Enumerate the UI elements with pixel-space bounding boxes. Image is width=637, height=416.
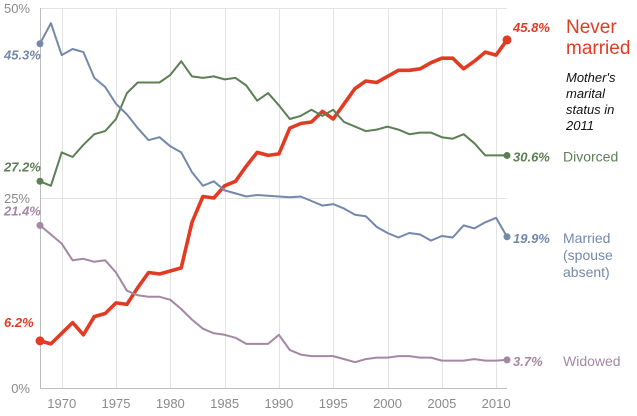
- x-tick-label-1980: 1980: [156, 396, 185, 411]
- series-name-never-married-line-0: Never: [566, 17, 617, 38]
- series-name-divorced-line-0: Divorced: [563, 148, 618, 164]
- end-value-label-divorced: 30.6%: [513, 149, 550, 164]
- series-line-divorced: [39, 60, 508, 187]
- series-name-never-married-line-1: married: [566, 38, 630, 59]
- annotation-line-2: status in: [566, 102, 614, 117]
- series-line-married: [39, 22, 508, 242]
- end-value-label-never-married: 45.8%: [512, 20, 550, 35]
- series-start-point-divorced: [36, 177, 44, 185]
- annotation-line-1: marital: [566, 86, 606, 101]
- x-tick-label-2005: 2005: [427, 396, 456, 411]
- series-end-point-widowed: [503, 356, 511, 364]
- end-value-label-married: 19.9%: [513, 231, 550, 246]
- grid-layer: [40, 8, 507, 389]
- series-layer: [35, 22, 512, 364]
- series-start-point-married: [36, 40, 44, 48]
- series-start-point-widowed: [36, 221, 44, 229]
- series-line-never-married: [38, 38, 509, 346]
- series-name-married-line-1: (spouse: [563, 247, 613, 263]
- x-tick-label-1985: 1985: [210, 396, 239, 411]
- series-line-widowed: [39, 224, 508, 364]
- y-tick-label-50pct: 50%: [4, 1, 30, 16]
- start-value-label-married: 45.3%: [3, 48, 41, 63]
- x-tick-label-1995: 1995: [319, 396, 348, 411]
- x-tick-label-1990: 1990: [264, 396, 293, 411]
- y-tick-label-0pct: 0%: [11, 381, 30, 396]
- series-start-point-never-married: [35, 336, 45, 346]
- start-value-label-divorced: 27.2%: [3, 159, 41, 174]
- x-tick-label-2010: 2010: [482, 396, 511, 411]
- start-value-label-widowed: 21.4%: [3, 203, 41, 218]
- start-value-label-never-married: 6.2%: [4, 315, 34, 330]
- x-tick-label-2000: 2000: [373, 396, 402, 411]
- end-value-label-widowed: 3.7%: [513, 354, 543, 369]
- annotation-line-0: Mother's: [566, 70, 616, 85]
- x-tick-label-1975: 1975: [102, 396, 131, 411]
- y-tick-label-25pct: 25%: [4, 191, 30, 206]
- series-end-point-never-married: [502, 35, 512, 45]
- series-end-point-divorced: [503, 151, 511, 159]
- x-tick-label-1970: 1970: [47, 396, 76, 411]
- series-name-married-line-0: Married: [563, 230, 610, 246]
- series-name-widowed-line-0: Widowed: [563, 353, 621, 369]
- series-name-married-line-2: absent): [563, 264, 610, 280]
- axis-layer: 0% 25% 50% 1970 1975 1980 1985 1990 1995 2000 2005…: [4, 1, 511, 411]
- annotation-line-3: 2011: [565, 118, 594, 133]
- series-end-point-married: [503, 233, 511, 241]
